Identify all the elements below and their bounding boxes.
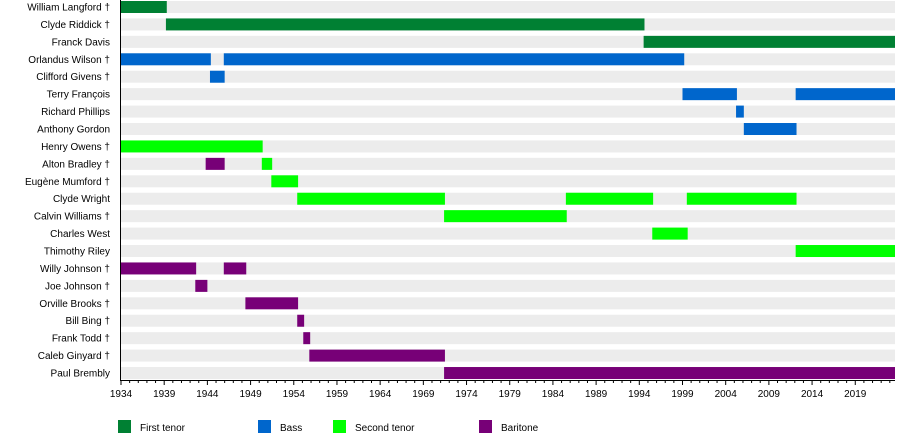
- row-background: [121, 140, 895, 153]
- legend-swatch-first-tenor: [118, 420, 131, 433]
- tick-label: 2014: [801, 389, 824, 400]
- row-background: [121, 88, 895, 101]
- tick-label: 1969: [412, 389, 435, 400]
- member-label: Charles West: [50, 229, 110, 240]
- member-label: Richard Phillips: [41, 107, 110, 118]
- tick-label: 1959: [326, 389, 349, 400]
- member-label: Bill Bing †: [66, 316, 110, 327]
- bar-bass: [736, 105, 744, 118]
- member-label: Joe Johnson †: [45, 281, 110, 292]
- bar-baritone: [303, 332, 311, 345]
- row-background: [121, 279, 895, 292]
- tick-label: 1934: [110, 389, 133, 400]
- bar-first-tenor: [643, 35, 895, 48]
- member-label: Terry François: [47, 90, 110, 101]
- member-label: Franck Davis: [52, 37, 110, 48]
- bar-baritone: [245, 297, 299, 310]
- row-background: [121, 332, 895, 345]
- legend-swatch-second-tenor: [333, 420, 346, 433]
- tick-label: 1999: [671, 389, 694, 400]
- bar-second-tenor: [686, 192, 797, 205]
- bar-baritone: [205, 157, 225, 170]
- member-label: Willy Johnson †: [40, 264, 110, 275]
- bar-second-tenor: [795, 245, 895, 258]
- member-label: Anthony Gordon: [37, 125, 110, 136]
- bar-second-tenor: [565, 192, 654, 205]
- legend-label: First tenor: [140, 423, 186, 434]
- row-background: [121, 1, 895, 13]
- row-background: [121, 175, 895, 188]
- row-background: [121, 70, 895, 83]
- bar-bass: [223, 53, 685, 66]
- row-background: [121, 297, 895, 310]
- bar-second-tenor: [261, 157, 273, 170]
- bar-baritone: [297, 314, 305, 327]
- row-background: [121, 227, 895, 240]
- tick-label: 1974: [455, 389, 478, 400]
- member-label: Alton Bradley †: [42, 159, 110, 170]
- row-background: [121, 314, 895, 327]
- legend-swatch-baritone: [479, 420, 492, 433]
- bar-second-tenor: [444, 210, 567, 223]
- member-label: Paul Brembly: [51, 369, 110, 380]
- member-label: Eugène Mumford †: [25, 177, 110, 188]
- member-label: Orlandus Wilson †: [28, 55, 110, 66]
- bar-baritone: [223, 262, 247, 275]
- row-background: [121, 245, 895, 258]
- bar-bass: [743, 123, 797, 136]
- tick-label: 1954: [283, 389, 306, 400]
- tick-label: 1979: [499, 389, 522, 400]
- bar-second-tenor: [652, 227, 688, 240]
- row-background: [121, 123, 895, 136]
- row-background: [121, 262, 895, 275]
- member-label: Frank Todd †: [52, 334, 110, 345]
- legend-label: Bass: [280, 423, 302, 434]
- member-label: Clifford Givens †: [36, 72, 110, 83]
- row-background: [121, 349, 895, 362]
- bar-first-tenor: [121, 1, 167, 13]
- member-label: Caleb Ginyard †: [38, 351, 110, 362]
- tick-label: 1939: [153, 389, 176, 400]
- bar-second-tenor: [121, 140, 263, 153]
- tick-label: 1994: [628, 389, 651, 400]
- legend-label: Second tenor: [355, 423, 415, 434]
- member-label: Orville Brooks †: [39, 299, 110, 310]
- bar-first-tenor: [165, 18, 645, 31]
- bar-bass: [121, 53, 211, 66]
- tick-label: 1984: [542, 389, 565, 400]
- bar-second-tenor: [297, 192, 445, 205]
- bar-bass: [795, 88, 895, 101]
- member-label: Henry Owens †: [41, 142, 110, 153]
- bar-baritone: [121, 262, 197, 275]
- tick-label: 1964: [369, 389, 392, 400]
- tick-label: 2009: [758, 389, 781, 400]
- tick-label: 1944: [196, 389, 219, 400]
- tick-label: 1989: [585, 389, 608, 400]
- member-label: William Langford †: [27, 3, 110, 14]
- legend-label: Baritone: [501, 423, 539, 434]
- legend-swatch-bass: [258, 420, 271, 433]
- member-label: Thimothy Riley: [44, 247, 110, 258]
- bar-bass: [682, 88, 737, 101]
- bar-baritone: [444, 367, 895, 380]
- bar-bass: [209, 70, 225, 83]
- member-label: Clyde Wright: [53, 194, 110, 205]
- row-background: [121, 157, 895, 170]
- tick-label: 2004: [715, 389, 738, 400]
- member-label: Clyde Riddick †: [41, 20, 110, 31]
- tick-label: 1949: [239, 389, 262, 400]
- tick-label: 2019: [844, 389, 867, 400]
- bar-second-tenor: [271, 175, 299, 188]
- bar-baritone: [309, 349, 445, 362]
- row-background: [121, 105, 895, 118]
- member-label: Calvin Williams †: [34, 212, 110, 223]
- bar-baritone: [195, 279, 208, 292]
